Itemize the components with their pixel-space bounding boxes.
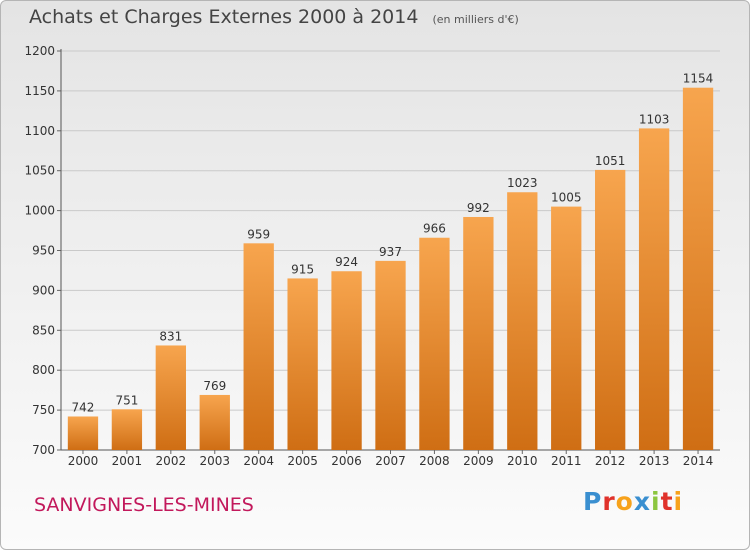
x-tick-label: 2010 <box>507 454 538 468</box>
y-tick-label: 800 <box>32 363 55 377</box>
y-tick-label: 1200 <box>24 44 55 58</box>
x-tick-label: 2013 <box>639 454 670 468</box>
bar-value-label: 959 <box>247 227 270 241</box>
bar-value-label: 1103 <box>639 112 670 126</box>
bar <box>419 237 450 450</box>
y-tick-label: 1150 <box>24 84 55 98</box>
bar <box>155 345 186 450</box>
y-tick-label: 1050 <box>24 164 55 178</box>
bar <box>287 278 318 450</box>
bar-value-label: 751 <box>115 393 138 407</box>
bar-value-label: 992 <box>467 201 490 215</box>
x-tick-label: 2006 <box>331 454 362 468</box>
chart-title: Achats et Charges Externes 2000 à 2014 (… <box>29 6 519 28</box>
bar-value-label: 769 <box>203 379 226 393</box>
logo-letter: x <box>633 487 651 516</box>
x-tick-label: 2008 <box>419 454 450 468</box>
bar <box>111 409 143 450</box>
y-tick-label: 950 <box>32 244 55 258</box>
logo-letter: i <box>651 487 661 516</box>
bar <box>595 169 626 451</box>
bar-value-label: 831 <box>159 329 182 343</box>
bar-value-label: 1005 <box>551 191 582 205</box>
labels: 700 750 800 850 900 950 1000 1050 1100 1150 1200 74… <box>24 44 713 468</box>
bar <box>243 243 274 450</box>
bar-value-label: 915 <box>291 262 314 276</box>
bar <box>331 271 362 450</box>
logo-letter: t <box>660 487 674 516</box>
logo-letter: i <box>673 487 684 516</box>
bar <box>551 206 582 450</box>
logo-letter: P <box>583 487 603 516</box>
bar <box>507 192 538 450</box>
x-tick-label: 2014 <box>683 454 714 468</box>
city-name: SANVIGNES-LES-MINES <box>34 494 254 516</box>
bars <box>67 87 714 451</box>
x-tick-label: 2002 <box>156 454 187 468</box>
x-tick-label: 2005 <box>287 454 318 468</box>
y-tick-label: 700 <box>32 443 55 457</box>
logo-letter: r <box>602 487 616 516</box>
x-tick-label: 2001 <box>112 454 143 468</box>
x-tick-label: 2000 <box>68 454 99 468</box>
bar-value-label: 1023 <box>507 176 538 190</box>
bar <box>463 216 494 450</box>
bar-value-label: 937 <box>379 245 402 259</box>
x-tick-label: 2007 <box>375 454 406 468</box>
y-tick-label: 1100 <box>24 124 55 138</box>
y-tick-label: 750 <box>32 403 55 417</box>
y-tick-label: 1000 <box>24 204 55 218</box>
bar <box>682 87 714 450</box>
y-tick-label: 900 <box>32 283 55 297</box>
chart-title-text: Achats et Charges Externes 2000 à 2014 <box>29 6 419 28</box>
bar-value-label: 924 <box>335 255 358 269</box>
x-tick-label: 2003 <box>199 454 230 468</box>
bar-value-label: 966 <box>423 222 446 236</box>
proxiti-logo: Proxiti <box>583 487 683 516</box>
bar-value-label: 1154 <box>683 72 714 86</box>
bar-value-label: 1051 <box>595 154 626 168</box>
x-tick-label: 2012 <box>595 454 626 468</box>
logo-letter: o <box>615 487 634 516</box>
x-tick-label: 2004 <box>243 454 274 468</box>
bar <box>199 394 230 450</box>
x-tick-label: 2009 <box>463 454 494 468</box>
chart-subtitle: (en milliers d'€) <box>432 13 519 26</box>
bar <box>638 128 670 450</box>
bar <box>375 260 406 450</box>
bar <box>67 416 99 450</box>
x-tick-label: 2011 <box>551 454 582 468</box>
y-tick-label: 850 <box>32 323 55 337</box>
bar-value-label: 742 <box>72 400 95 414</box>
